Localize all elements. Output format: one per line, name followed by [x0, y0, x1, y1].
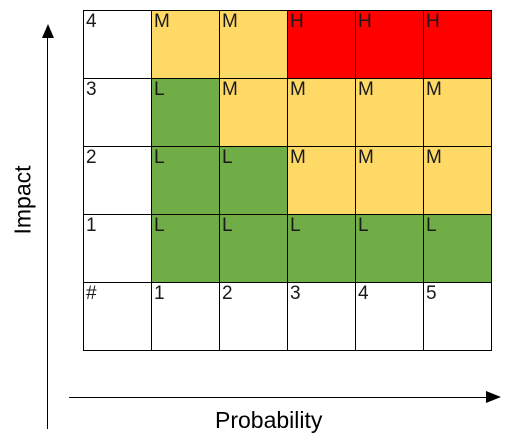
x-axis-arrow-icon [486, 391, 501, 403]
risk-cell-high: H [287, 10, 356, 79]
probability-level-label: 3 [287, 282, 356, 351]
y-axis-line [47, 36, 48, 429]
impact-level-label: 3 [83, 78, 152, 147]
risk-cell-low: L [219, 214, 288, 283]
risk-cell-high: H [423, 10, 492, 79]
risk-cell-high: H [355, 10, 424, 79]
risk-cell-medium: M [287, 78, 356, 147]
impact-level-label: 4 [83, 10, 152, 79]
impact-level-label: 1 [83, 214, 152, 283]
risk-cell-medium: M [423, 78, 492, 147]
risk-cell-low: L [151, 146, 220, 215]
risk-cell-medium: M [355, 146, 424, 215]
y-axis-label: Impact [9, 165, 36, 235]
risk-cell-medium: M [355, 78, 424, 147]
risk-cell-low: L [287, 214, 356, 283]
probability-level-label: 1 [151, 282, 220, 351]
y-axis-arrow-icon [42, 24, 54, 38]
risk-cell-medium: M [423, 146, 492, 215]
corner-label: # [83, 282, 152, 351]
probability-level-label: 4 [355, 282, 424, 351]
risk-cell-low: L [219, 146, 288, 215]
risk-cell-low: L [355, 214, 424, 283]
risk-matrix-body: 4 M M H H H 3 L M M M M 2 L L M M M 1 L L L L L #1 2 3 4 5 [83, 10, 492, 351]
risk-cell-medium: M [287, 146, 356, 215]
probability-level-label: 2 [219, 282, 288, 351]
risk-cell-medium: M [219, 10, 288, 79]
risk-cell-medium: M [151, 10, 220, 79]
x-axis-label: Probability [215, 407, 323, 433]
risk-cell-low: L [151, 214, 220, 283]
risk-cell-medium: M [219, 78, 288, 147]
x-axis-line [69, 397, 487, 398]
probability-header-row: #1 2 3 4 5 [83, 282, 492, 351]
probability-level-label: 5 [423, 282, 492, 351]
risk-matrix: 4 M M H H H 3 L M M M M 2 L L M M M 1 L L L L L #1 2 3 4 5 [83, 10, 492, 351]
risk-cell-low: L [151, 78, 220, 147]
impact-level-label: 2 [83, 146, 152, 215]
risk-cell-low: L [423, 214, 492, 283]
